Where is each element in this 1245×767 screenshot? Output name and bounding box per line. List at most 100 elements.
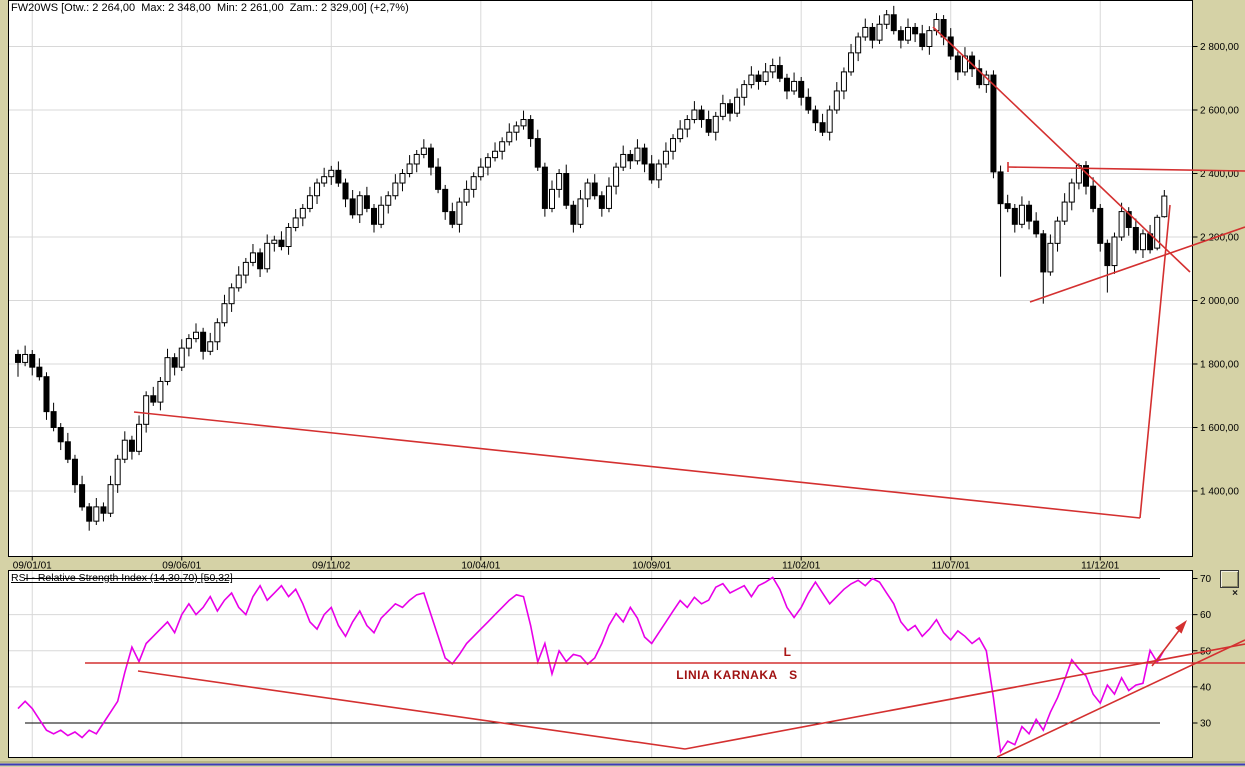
candle xyxy=(1125,211,1132,228)
candle xyxy=(413,153,420,165)
candle xyxy=(769,65,776,73)
rsi-level-lines xyxy=(25,578,1160,724)
rsi-axis-label: 30 xyxy=(1200,719,1212,730)
candle xyxy=(1011,207,1018,225)
long-advance-line[interactable] xyxy=(1139,204,1171,519)
candle xyxy=(897,30,904,41)
candle xyxy=(563,173,570,206)
candle xyxy=(1033,220,1040,235)
candle xyxy=(926,30,933,47)
candle xyxy=(214,322,221,343)
x-axis: 09/01/01 09/06/01 09/11/02 10/04/01 10/09/01… xyxy=(13,557,1120,572)
candle xyxy=(855,36,862,54)
candle xyxy=(249,252,256,263)
candle xyxy=(791,80,798,92)
candle xyxy=(306,195,313,209)
candle xyxy=(1018,204,1025,225)
rsi-indicator-title: RSI - Relative Strength Index (14,30,70)… xyxy=(11,572,233,584)
rsi-axis-label: 60 xyxy=(1200,610,1212,621)
candle xyxy=(684,119,691,130)
candle xyxy=(228,287,235,305)
x-axis-label: 11/02/01 xyxy=(782,561,821,572)
candle xyxy=(121,439,128,460)
x-axis-label: 11/12/01 xyxy=(1081,561,1120,572)
candle xyxy=(719,103,726,117)
candle xyxy=(905,26,911,41)
close-indicator-button[interactable]: × xyxy=(1220,570,1239,599)
price-axis-label: 2 800,00 xyxy=(1200,42,1239,53)
candle xyxy=(100,506,107,514)
candle xyxy=(178,347,185,368)
candle xyxy=(43,376,50,413)
trend-lines[interactable] xyxy=(85,26,1245,758)
candle xyxy=(613,166,620,187)
candle xyxy=(741,84,748,98)
candle xyxy=(442,188,449,213)
candle xyxy=(385,195,392,206)
candle xyxy=(698,109,705,121)
candle xyxy=(954,55,961,73)
rsi-arrow-head[interactable] xyxy=(1175,620,1187,634)
rsi-advance-line[interactable] xyxy=(684,643,1245,750)
candle xyxy=(235,274,242,289)
candle xyxy=(128,439,135,452)
candle xyxy=(57,427,64,443)
resistance-line-2430[interactable] xyxy=(1007,166,1245,172)
candle xyxy=(114,458,121,486)
candle xyxy=(598,195,605,209)
candle xyxy=(605,185,612,209)
candle xyxy=(335,169,342,184)
candle xyxy=(1047,242,1054,273)
rsi-line xyxy=(17,576,1166,755)
candle xyxy=(449,211,456,225)
candle xyxy=(257,252,264,270)
rsi-decline-line[interactable] xyxy=(137,670,686,750)
candle xyxy=(1026,204,1033,222)
candle xyxy=(29,353,36,368)
candle xyxy=(1068,182,1075,203)
wedge-support-line[interactable] xyxy=(1029,226,1245,303)
candle xyxy=(990,74,997,173)
candle xyxy=(712,115,719,133)
candle xyxy=(627,153,634,162)
candle xyxy=(292,217,299,228)
downtrend-line[interactable] xyxy=(932,26,1191,273)
candle xyxy=(93,506,100,522)
x-axis-label: 09/01/01 xyxy=(13,561,52,572)
rsi-steep-advance-line[interactable] xyxy=(996,639,1245,758)
candle xyxy=(1111,236,1118,267)
candle xyxy=(648,163,655,181)
candle xyxy=(912,26,919,35)
price-axis-label: 1 600,00 xyxy=(1200,423,1239,434)
candle xyxy=(862,26,869,38)
candle xyxy=(520,119,527,127)
candle xyxy=(193,331,199,340)
candle xyxy=(506,131,513,143)
candle xyxy=(207,341,214,352)
x-axis-label: 10/09/01 xyxy=(632,561,671,572)
rsi-axis-label: 70 xyxy=(1200,574,1212,585)
candle xyxy=(826,109,833,133)
candle xyxy=(185,338,192,349)
candle xyxy=(171,357,178,368)
candle xyxy=(36,366,43,378)
candle xyxy=(314,182,321,197)
candle xyxy=(242,261,249,276)
candle xyxy=(420,147,427,155)
candle xyxy=(321,176,328,184)
close-icon: × xyxy=(1232,588,1238,599)
price-chart-title: FW20WS [Otw.: 2 264,00 Max: 2 348,00 Min… xyxy=(11,2,409,14)
candle xyxy=(200,331,207,352)
candle xyxy=(477,166,484,178)
candle xyxy=(961,55,968,73)
candle xyxy=(15,353,21,363)
candle xyxy=(356,195,363,216)
candle xyxy=(86,506,93,522)
candle xyxy=(1090,185,1097,209)
candle xyxy=(435,166,442,190)
candle xyxy=(755,74,762,82)
long-decline-line[interactable] xyxy=(133,411,1141,519)
candle xyxy=(513,125,520,133)
